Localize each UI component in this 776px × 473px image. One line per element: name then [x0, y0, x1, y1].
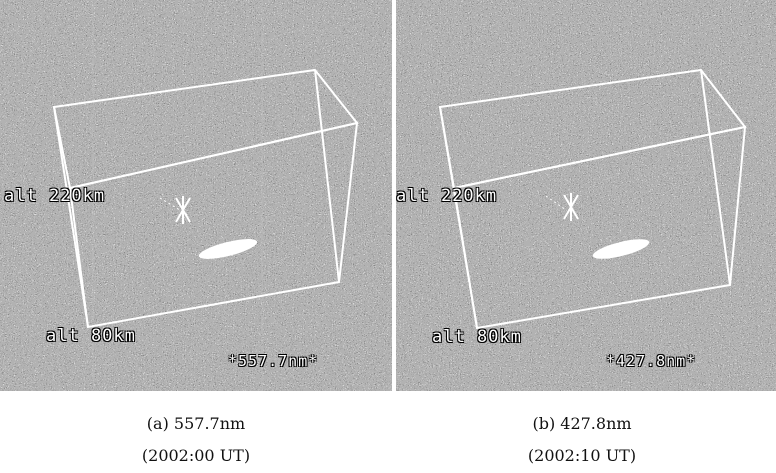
noise-field-a: [0, 0, 392, 391]
altitude-label-top: alt 220km: [396, 186, 498, 206]
pointer-line: [545, 195, 567, 211]
altitude-label-bottom: alt 80km: [432, 327, 522, 347]
emission-blob: [198, 239, 258, 259]
caption-a-line1: (a) 557.7nm: [146, 414, 246, 433]
noise-texture: [0, 0, 392, 391]
caption-b-line2: (2002:10 UT): [527, 446, 637, 465]
altitude-box-wireframe: [438, 68, 747, 330]
panel-divider: [392, 0, 396, 391]
noise-field-b: [396, 0, 776, 391]
star-marker: [175, 196, 191, 224]
wavelength-tag: *427.8nm*: [606, 352, 697, 370]
altitude-box-wireframe: [52, 68, 359, 329]
caption-a-line2: (2002:00 UT): [141, 446, 251, 465]
star-marker: [563, 193, 579, 221]
image-panel-b: alt 220km alt 80km *427.8nm*: [396, 0, 776, 391]
image-panel-a: alt 220km alt 80km *557.7nm*: [0, 0, 392, 391]
pointer-line: [159, 197, 189, 216]
emission-blob: [592, 239, 650, 259]
wavelength-tag: *557.7nm*: [228, 352, 319, 370]
altitude-label-bottom: alt 80km: [46, 326, 136, 346]
noise-texture: [396, 0, 776, 391]
caption-b-line1: (b) 427.8nm: [532, 414, 632, 433]
altitude-label-top: alt 220km: [4, 186, 106, 206]
